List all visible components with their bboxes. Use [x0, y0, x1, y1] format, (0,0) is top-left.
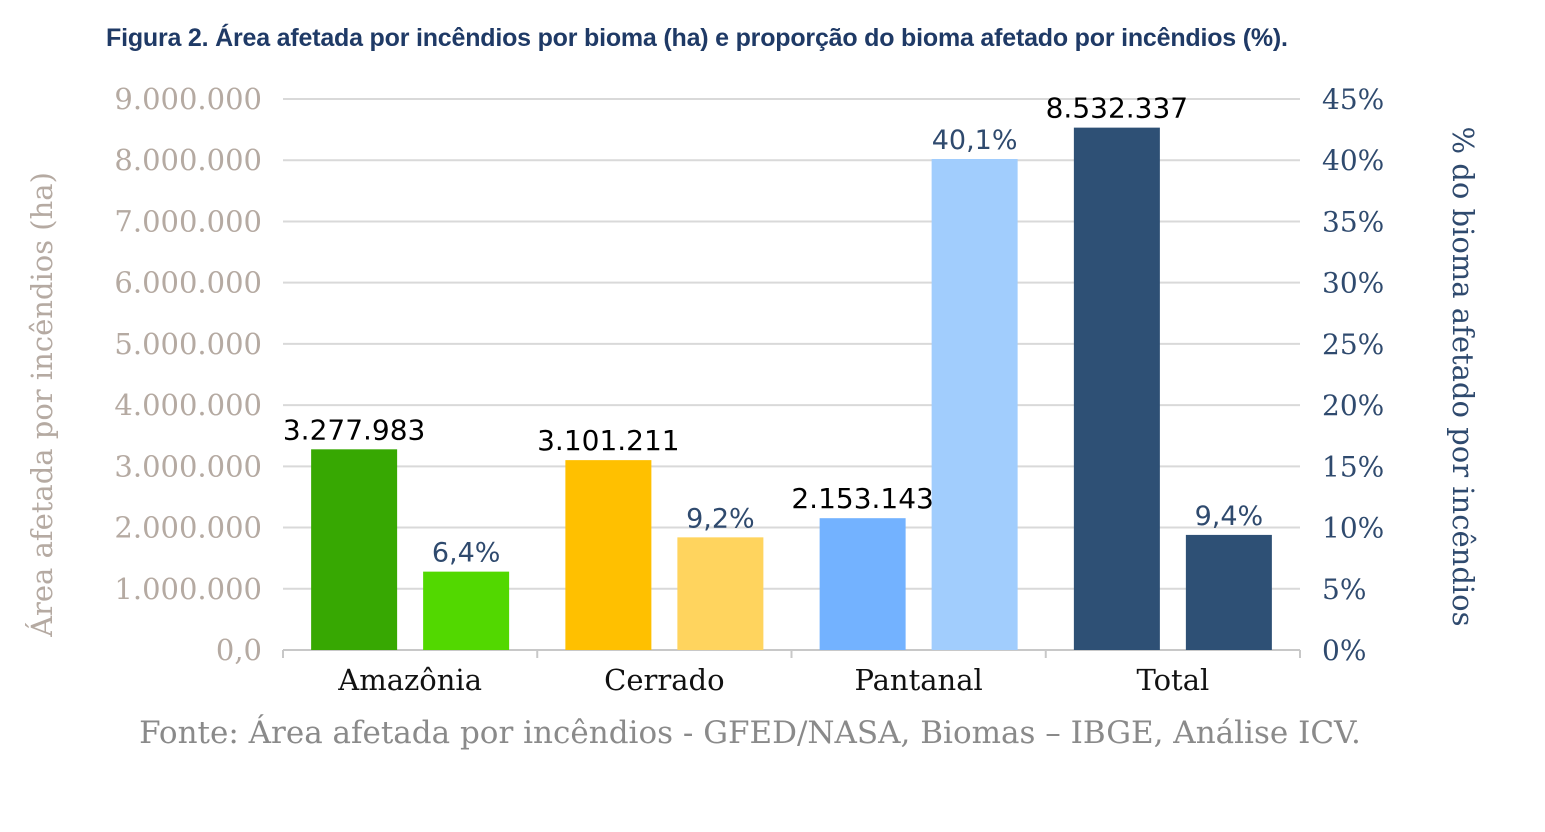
y2-axis-title: % do bioma afetado por incêndios	[1446, 126, 1480, 626]
y2-tick-label: 5%	[1322, 573, 1366, 606]
bar-percent[interactable]	[677, 537, 764, 650]
y-tick-label: 0,0	[216, 633, 262, 667]
data-label-area: 2.153.143	[791, 482, 934, 515]
bar-percent[interactable]	[423, 571, 510, 650]
y2-tick-label: 35%	[1322, 205, 1384, 238]
category-label: Amazônia	[337, 663, 482, 697]
y-tick-label: 8.000.000	[114, 143, 262, 177]
bar-percent[interactable]	[931, 158, 1018, 650]
data-label-percent: 40,1%	[932, 125, 1018, 156]
y2-tick-label: 40%	[1322, 144, 1384, 177]
data-label-area: 3.101.211	[537, 424, 680, 457]
y-axis-title: Área afetada por incêndios (ha)	[24, 172, 59, 638]
data-label-area: 8.532.337	[1046, 92, 1189, 125]
bar-percent[interactable]	[1185, 534, 1272, 650]
bar-area[interactable]	[311, 449, 398, 650]
y-tick-label: 9.000.000	[114, 82, 262, 116]
category-label: Pantanal	[854, 663, 982, 697]
category-label: Cerrado	[604, 663, 724, 697]
data-label-percent: 6,4%	[432, 538, 501, 569]
y-tick-label: 4.000.000	[114, 388, 262, 422]
bar-area[interactable]	[1073, 127, 1160, 651]
y-tick-label: 7.000.000	[114, 204, 262, 238]
y2-tick-label: 45%	[1322, 83, 1384, 116]
source-note: Fonte: Área afetada por incêndios - GFED…	[139, 715, 1361, 751]
y-tick-label: 2.000.000	[114, 511, 262, 545]
data-label-area: 3.277.983	[283, 413, 426, 446]
y-tick-label: 1.000.000	[114, 572, 262, 606]
y2-tick-label: 15%	[1322, 450, 1384, 483]
data-label-percent: 9,2%	[686, 503, 755, 534]
bar-area[interactable]	[565, 460, 652, 650]
y2-tick-label: 30%	[1322, 267, 1384, 300]
y2-tick-label: 10%	[1322, 512, 1384, 545]
bar-area[interactable]	[819, 518, 906, 650]
y-tick-label: 3.000.000	[114, 449, 262, 483]
y-tick-label: 6.000.000	[114, 266, 262, 300]
data-label-percent: 9,4%	[1195, 501, 1264, 532]
y2-tick-label: 25%	[1322, 328, 1384, 361]
y2-tick-label: 0%	[1322, 634, 1366, 667]
category-label: Total	[1136, 663, 1209, 697]
chart-title: Figura 2. Área afetada por incêndios por…	[106, 24, 1288, 52]
y2-tick-label: 20%	[1322, 389, 1384, 422]
y-tick-label: 5.000.000	[114, 327, 262, 361]
